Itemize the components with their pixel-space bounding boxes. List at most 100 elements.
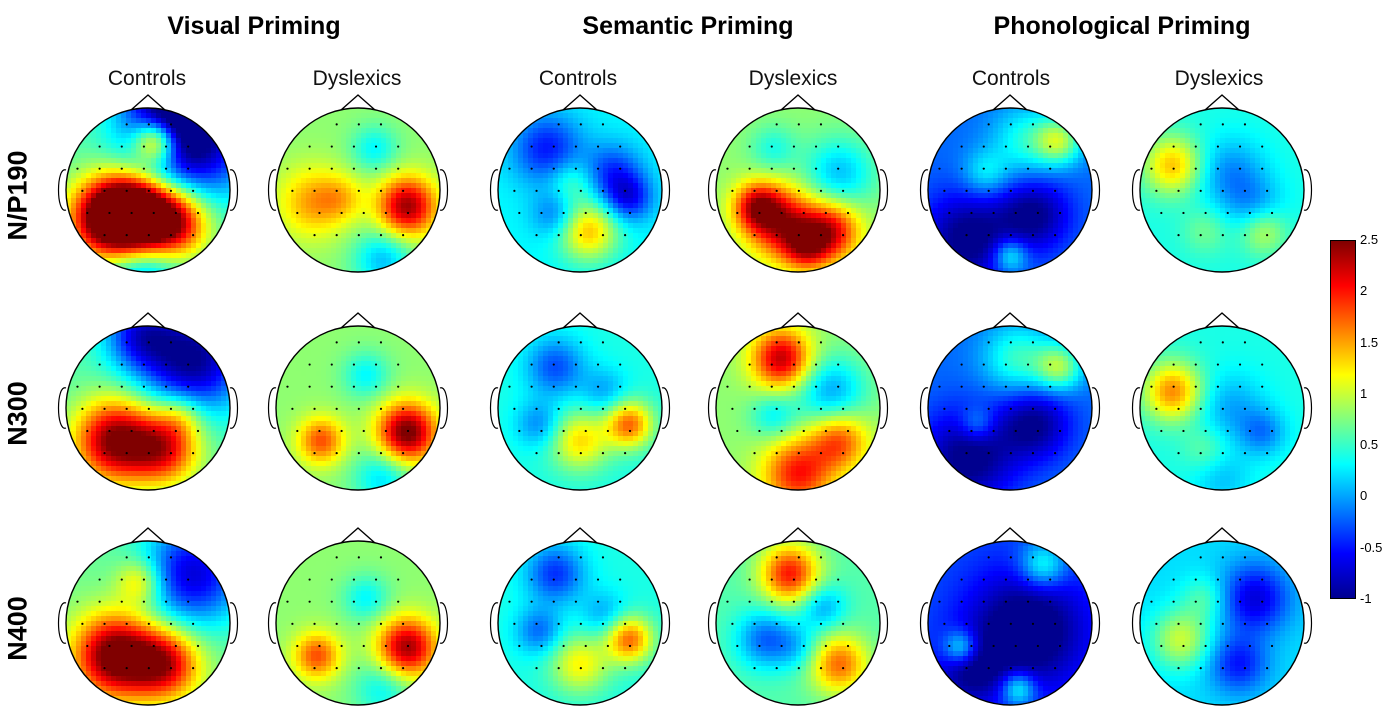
electrode-dots bbox=[726, 123, 850, 237]
left-ear-outline bbox=[1131, 169, 1141, 211]
head-map-r0-c3 bbox=[707, 94, 889, 273]
head-outline bbox=[65, 325, 231, 491]
left-ear-outline bbox=[919, 602, 929, 644]
nose-outline bbox=[1204, 527, 1240, 544]
right-ear-outline bbox=[661, 387, 671, 429]
head-outline bbox=[1139, 325, 1305, 491]
colorbar-tick-label: 0 bbox=[1360, 488, 1368, 504]
left-ear-outline bbox=[267, 602, 277, 644]
right-ear-outline bbox=[879, 602, 889, 644]
left-ear-outline bbox=[707, 169, 717, 211]
head-outline bbox=[497, 540, 663, 706]
head-outline bbox=[275, 325, 441, 491]
head-outline bbox=[65, 107, 231, 273]
head-map-r1-c4 bbox=[919, 312, 1101, 491]
nose-outline bbox=[780, 527, 816, 544]
head-outline bbox=[275, 107, 441, 273]
electrode-dots bbox=[286, 123, 410, 237]
electrode-dots bbox=[76, 556, 200, 670]
electrode-dots bbox=[726, 556, 850, 670]
right-ear-outline bbox=[1303, 602, 1313, 644]
group-label-phonological-dyslexics: Dyslexics bbox=[1174, 67, 1264, 90]
electrode-dots bbox=[938, 123, 1062, 237]
potential-field bbox=[498, 326, 662, 490]
electrode-dots bbox=[76, 123, 200, 237]
right-ear-outline bbox=[439, 387, 449, 429]
nose-outline bbox=[780, 94, 816, 111]
right-ear-outline bbox=[1091, 169, 1101, 211]
potential-field bbox=[1140, 108, 1304, 272]
head-outline bbox=[497, 325, 663, 491]
left-ear-outline bbox=[267, 169, 277, 211]
head-map-r2-c5 bbox=[1131, 527, 1313, 706]
electrode-dots bbox=[726, 341, 850, 455]
left-ear-outline bbox=[1131, 387, 1141, 429]
group-label-semantic-controls: Controls bbox=[538, 67, 618, 90]
electrode-dots bbox=[508, 341, 632, 455]
nose-outline bbox=[992, 94, 1028, 111]
head-map-r2-c4 bbox=[919, 527, 1101, 706]
electrode-dots bbox=[508, 123, 632, 237]
left-ear-outline bbox=[919, 387, 929, 429]
nose-outline bbox=[992, 527, 1028, 544]
electrode-dots bbox=[1150, 341, 1274, 455]
head-map-r2-c3 bbox=[707, 527, 889, 706]
head-outline bbox=[715, 540, 881, 706]
head-outline bbox=[65, 540, 231, 706]
head-outline bbox=[275, 540, 441, 706]
colorbar-tick-label: 1.5 bbox=[1360, 334, 1379, 350]
head-map-r0-c2 bbox=[489, 94, 671, 273]
right-ear-outline bbox=[1303, 387, 1313, 429]
left-ear-outline bbox=[57, 387, 67, 429]
right-ear-outline bbox=[439, 602, 449, 644]
head-map-r0-c0 bbox=[57, 94, 239, 273]
colorbar-tick-label: 2 bbox=[1360, 283, 1368, 299]
head-outline bbox=[927, 325, 1093, 491]
nose-outline bbox=[340, 312, 376, 329]
colorbar-tick-label: -0.5 bbox=[1360, 539, 1383, 555]
left-ear-outline bbox=[919, 169, 929, 211]
right-ear-outline bbox=[229, 387, 239, 429]
left-ear-outline bbox=[707, 602, 717, 644]
condition-title-semantic: Semantic Priming bbox=[582, 12, 794, 40]
right-ear-outline bbox=[1303, 169, 1313, 211]
right-ear-outline bbox=[1091, 387, 1101, 429]
right-ear-outline bbox=[661, 169, 671, 211]
colorbar-tick-label: -1 bbox=[1360, 591, 1372, 606]
left-ear-outline bbox=[57, 169, 67, 211]
electrode-dots bbox=[508, 556, 632, 670]
electrode-dots bbox=[938, 556, 1062, 670]
head-map-r0-c1 bbox=[267, 94, 449, 273]
left-ear-outline bbox=[707, 387, 717, 429]
head-outline bbox=[715, 107, 881, 273]
nose-outline bbox=[130, 527, 166, 544]
nose-outline bbox=[340, 527, 376, 544]
left-ear-outline bbox=[57, 602, 67, 644]
potential-field bbox=[276, 108, 440, 272]
group-label-visual-dyslexics: Dyslexics bbox=[312, 67, 402, 90]
head-map-r1-c1 bbox=[267, 312, 449, 491]
potential-field bbox=[276, 541, 440, 705]
nose-outline bbox=[992, 312, 1028, 329]
nose-outline bbox=[1204, 94, 1240, 111]
potential-field bbox=[276, 326, 440, 490]
head-map-r0-c5 bbox=[1131, 94, 1313, 273]
head-map-r2-c1 bbox=[267, 527, 449, 706]
head-map-r0-c4 bbox=[919, 94, 1101, 273]
head-outline bbox=[927, 107, 1093, 273]
electrode-dots bbox=[286, 341, 410, 455]
group-label-visual-controls: Controls bbox=[107, 67, 187, 90]
nose-outline bbox=[130, 312, 166, 329]
topographic-maps bbox=[57, 94, 1313, 706]
head-outline bbox=[927, 540, 1093, 706]
colorbar-tick-label: 2.5 bbox=[1360, 232, 1379, 247]
head-map-r1-c5 bbox=[1131, 312, 1313, 491]
right-ear-outline bbox=[229, 602, 239, 644]
head-outline bbox=[1139, 540, 1305, 706]
condition-title-phonological: Phonological Priming bbox=[993, 12, 1251, 40]
potential-field bbox=[66, 326, 230, 490]
potential-field bbox=[716, 326, 880, 490]
right-ear-outline bbox=[439, 169, 449, 211]
right-ear-outline bbox=[879, 169, 889, 211]
electrode-dots bbox=[1150, 556, 1274, 670]
